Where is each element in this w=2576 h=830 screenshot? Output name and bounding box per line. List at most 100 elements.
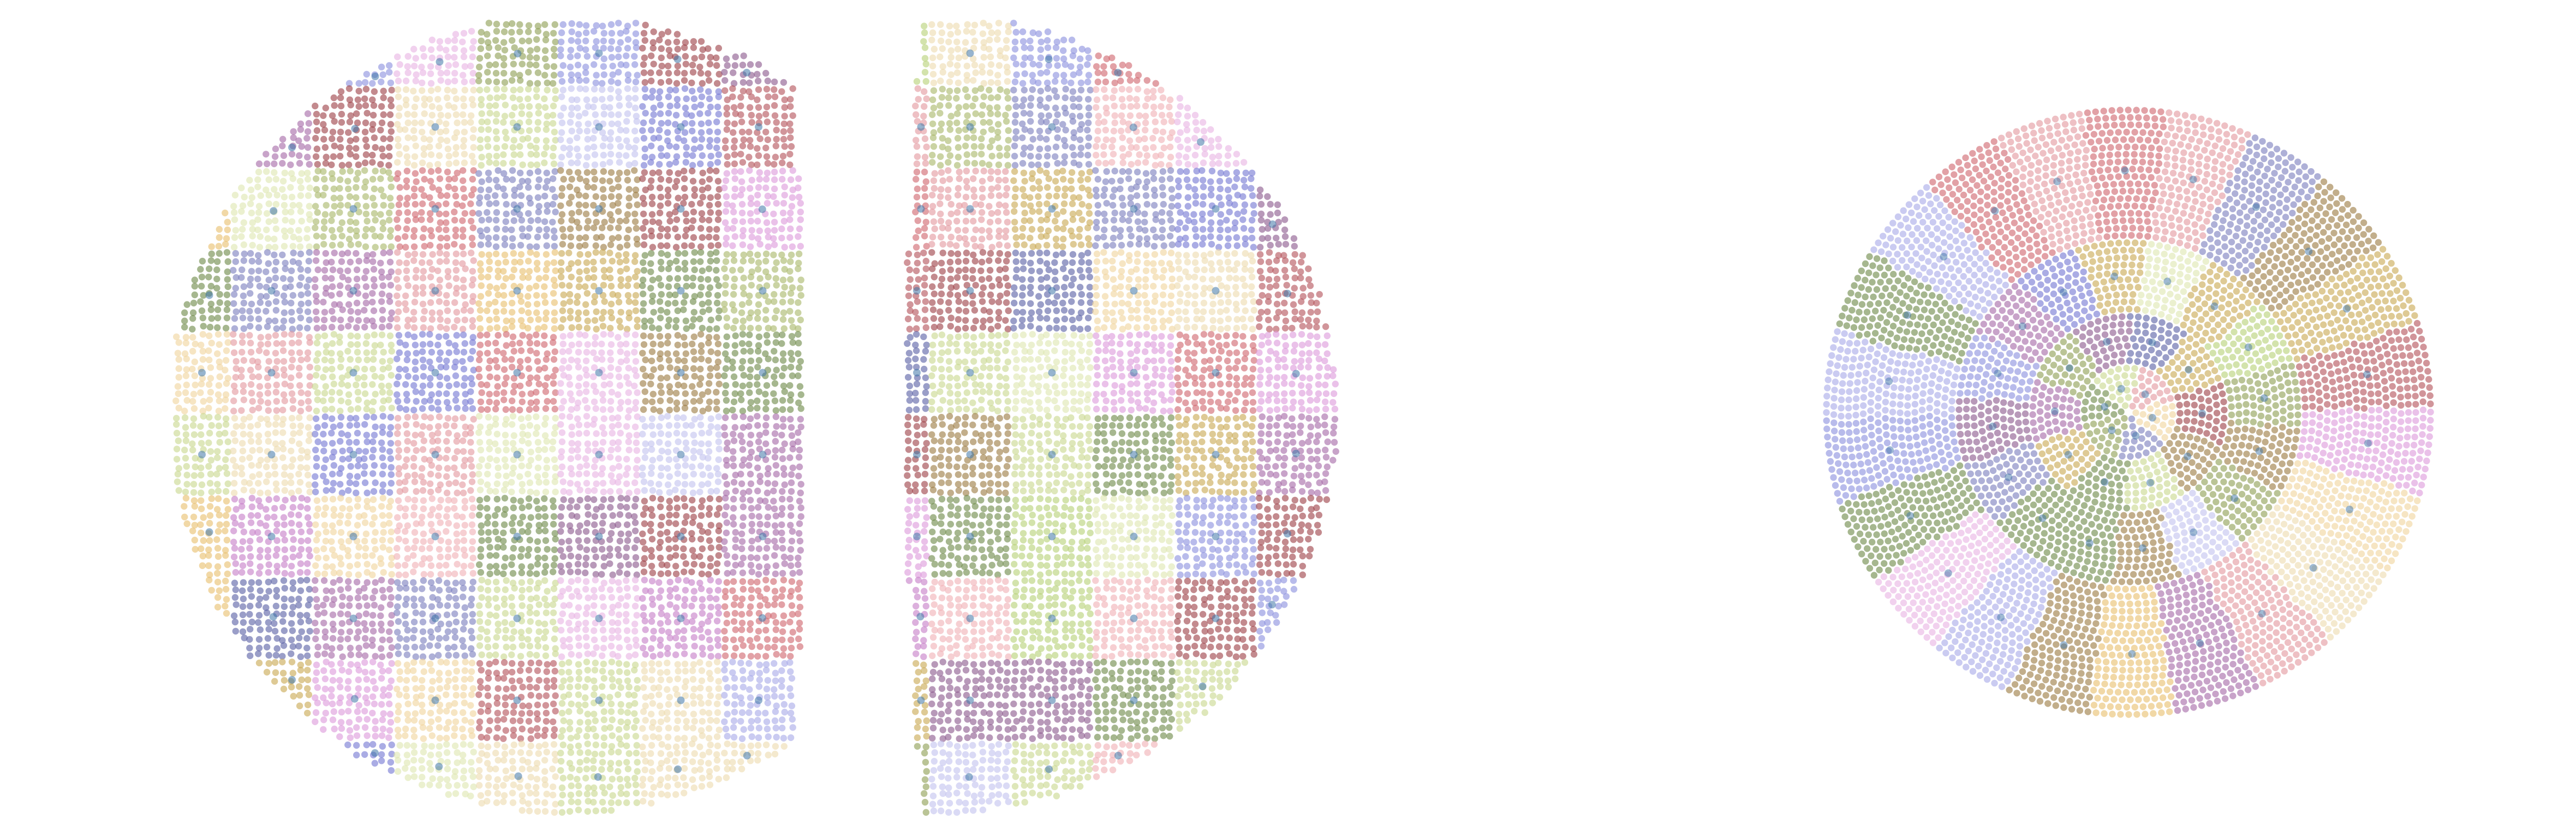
- cluster-centroid-marker: [1212, 532, 1220, 541]
- cluster-centroid-marker: [513, 450, 521, 459]
- cluster-centroid-marker: [1212, 450, 1220, 459]
- cluster-centroid-marker: [2121, 167, 2129, 175]
- cluster-centroid-marker: [755, 696, 762, 704]
- cluster-centroid-marker: [966, 532, 974, 541]
- cluster-centroid-marker: [351, 124, 359, 133]
- cluster-centroid-marker: [2132, 432, 2140, 440]
- cluster-centroid-marker: [2141, 390, 2149, 398]
- cluster-centroid-marker: [2148, 414, 2156, 422]
- cluster-centroid-marker: [269, 613, 277, 621]
- cluster-centroid-marker: [759, 532, 767, 541]
- cluster-centroid-marker: [198, 450, 206, 459]
- cluster-centroid-marker: [513, 123, 521, 131]
- cluster-centroid-marker: [2038, 514, 2047, 523]
- cluster-centroid-marker: [1292, 370, 1300, 378]
- cluster-centroid-marker: [1114, 751, 1122, 760]
- cluster-centroid-marker: [2064, 450, 2072, 459]
- cluster-centroid-marker: [267, 287, 276, 295]
- cluster-centroid-marker: [966, 205, 974, 213]
- cluster-centroid-marker: [594, 773, 602, 781]
- cluster-centroid-marker: [431, 696, 439, 704]
- hemisphere-right-panel: [904, 20, 1339, 816]
- cluster-centroid-marker: [431, 369, 439, 377]
- cluster-centroid-marker: [916, 613, 925, 621]
- cluster-centroid-marker: [288, 676, 296, 684]
- cluster-centroid-marker: [2138, 544, 2146, 552]
- cluster-centroid-marker: [913, 287, 921, 295]
- cluster-centroid-marker: [595, 450, 603, 459]
- cluster-centroid-marker: [2231, 494, 2239, 502]
- cluster-centroid-marker: [1212, 287, 1220, 295]
- cluster-centroid-marker: [205, 528, 213, 536]
- cluster-centroid-marker: [595, 49, 603, 57]
- cluster-centroid-marker: [2342, 305, 2351, 313]
- cluster-centroid-marker: [913, 450, 921, 459]
- polar-disk-panel: [1823, 106, 2434, 718]
- cluster-centroid-marker: [1048, 450, 1056, 459]
- cluster-centroid-marker: [198, 369, 206, 377]
- cluster-centroid-marker: [2309, 564, 2317, 572]
- cluster-centroid-marker: [2051, 407, 2059, 416]
- cluster-centroid-marker: [2085, 539, 2094, 547]
- cluster-centroid-marker: [677, 369, 685, 377]
- cluster-centroid-marker: [1292, 449, 1300, 458]
- cluster-centroid-marker: [1268, 220, 1277, 228]
- cluster-centroid-marker: [267, 450, 276, 459]
- cluster-centroid-marker: [2190, 528, 2198, 536]
- cluster-centroid-marker: [2163, 277, 2172, 286]
- cluster-centroid-marker: [2128, 650, 2136, 658]
- cluster-centroid-marker: [1198, 683, 1207, 690]
- cluster-centroid-marker: [758, 614, 766, 622]
- cluster-centroid-marker: [349, 532, 357, 541]
- cluster-centroid-marker: [288, 144, 296, 151]
- cluster-centroid-marker: [349, 287, 357, 295]
- cluster-centroid-marker: [1212, 205, 1220, 213]
- cluster-centroid-marker: [966, 614, 974, 622]
- cluster-centroid-marker: [513, 614, 521, 622]
- cluster-centroid-marker: [349, 205, 357, 213]
- cluster-centroid-marker: [966, 696, 974, 704]
- cluster-centroid-marker: [431, 532, 439, 541]
- cluster-centroid-marker: [966, 49, 974, 57]
- cluster-centroid-marker: [677, 614, 685, 622]
- cluster-centroid-marker: [513, 532, 521, 541]
- cluster-centroid-marker: [1048, 614, 1056, 622]
- cluster-centroid-marker: [595, 123, 603, 131]
- cluster-centroid-marker: [917, 123, 925, 131]
- cluster-centroid-marker: [1886, 446, 1894, 454]
- cluster-centroid-marker: [755, 123, 762, 131]
- cluster-centroid-marker: [1130, 287, 1138, 295]
- cluster-centroid-marker: [677, 696, 685, 704]
- cluster-centroid-marker: [513, 287, 521, 295]
- cluster-centroid-marker: [677, 205, 685, 213]
- cluster-centroid-marker: [966, 450, 974, 459]
- cluster-centroid-marker: [2148, 339, 2156, 347]
- cluster-centroid-marker: [1197, 138, 1204, 146]
- cluster-centroid-marker: [205, 291, 213, 299]
- cluster-centroid-marker: [677, 287, 685, 295]
- cluster-centroid-marker: [2146, 479, 2154, 487]
- cluster-centroid-marker: [2198, 409, 2206, 417]
- cluster-centroid-marker: [759, 287, 767, 295]
- cluster-centroid-marker: [371, 73, 379, 80]
- cluster-centroid-marker: [595, 287, 603, 295]
- cluster-centroid-marker: [514, 50, 522, 58]
- cluster-centroid-marker: [2060, 641, 2068, 649]
- cluster-centroid-marker: [1114, 69, 1122, 76]
- cluster-centroid-marker: [2108, 426, 2116, 434]
- cluster-centroid-marker: [2189, 175, 2197, 183]
- cluster-centroid-marker: [431, 123, 439, 131]
- cluster-centroid-marker: [913, 532, 921, 541]
- cluster-centroid-marker: [2184, 452, 2192, 460]
- cluster-centroid-marker: [1130, 532, 1138, 541]
- cluster-centroid-marker: [436, 58, 444, 66]
- cluster-centroid-marker: [1048, 532, 1056, 541]
- cluster-centroid-marker: [2110, 272, 2119, 281]
- cluster-centroid-marker: [2196, 639, 2204, 647]
- cluster-centroid-marker: [2053, 177, 2061, 186]
- cluster-centroid-marker: [2346, 506, 2354, 513]
- cluster-centroid-marker: [1268, 601, 1276, 609]
- cluster-centroid-marker: [1045, 765, 1053, 773]
- cluster-centroid-marker: [743, 751, 751, 760]
- cluster-centroid-marker: [513, 696, 521, 704]
